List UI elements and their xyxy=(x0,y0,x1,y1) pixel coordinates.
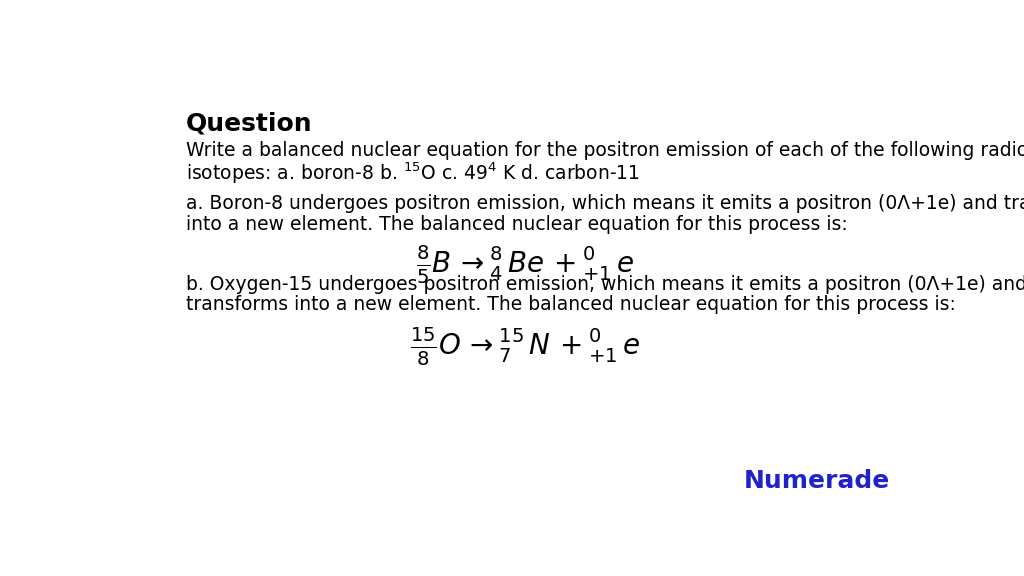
Text: Numerade: Numerade xyxy=(743,469,890,492)
Text: $\mathit{\frac{8}{5}}B \,\rightarrow\mathit{^{8}_{4}}\, \mathit{Be}\, +\mathit{^: $\mathit{\frac{8}{5}}B \,\rightarrow\mat… xyxy=(416,244,634,286)
Text: isotopes: a. boron-8 b. $^{15}$O c. 49$^{4}$ K d. carbon-11: isotopes: a. boron-8 b. $^{15}$O c. 49$^… xyxy=(186,161,640,187)
Text: Question: Question xyxy=(186,111,312,135)
Text: $\mathit{\frac{15}{8}}O \,\rightarrow\mathit{^{15}_{7}}\, \mathit{N}\, +\mathit{: $\mathit{\frac{15}{8}}O \,\rightarrow\ma… xyxy=(410,327,640,369)
Text: into a new element. The balanced nuclear equation for this process is:: into a new element. The balanced nuclear… xyxy=(186,215,848,234)
Text: Write a balanced nuclear equation for the positron emission of each of the follo: Write a balanced nuclear equation for th… xyxy=(186,141,1024,160)
Text: b. Oxygen-15 undergoes positron emission, which means it emits a positron (0Λ+1e: b. Oxygen-15 undergoes positron emission… xyxy=(186,275,1024,294)
Text: a. Boron-8 undergoes positron emission, which means it emits a positron (0Λ+1e) : a. Boron-8 undergoes positron emission, … xyxy=(186,194,1024,213)
Text: transforms into a new element. The balanced nuclear equation for this process is: transforms into a new element. The balan… xyxy=(186,295,955,314)
